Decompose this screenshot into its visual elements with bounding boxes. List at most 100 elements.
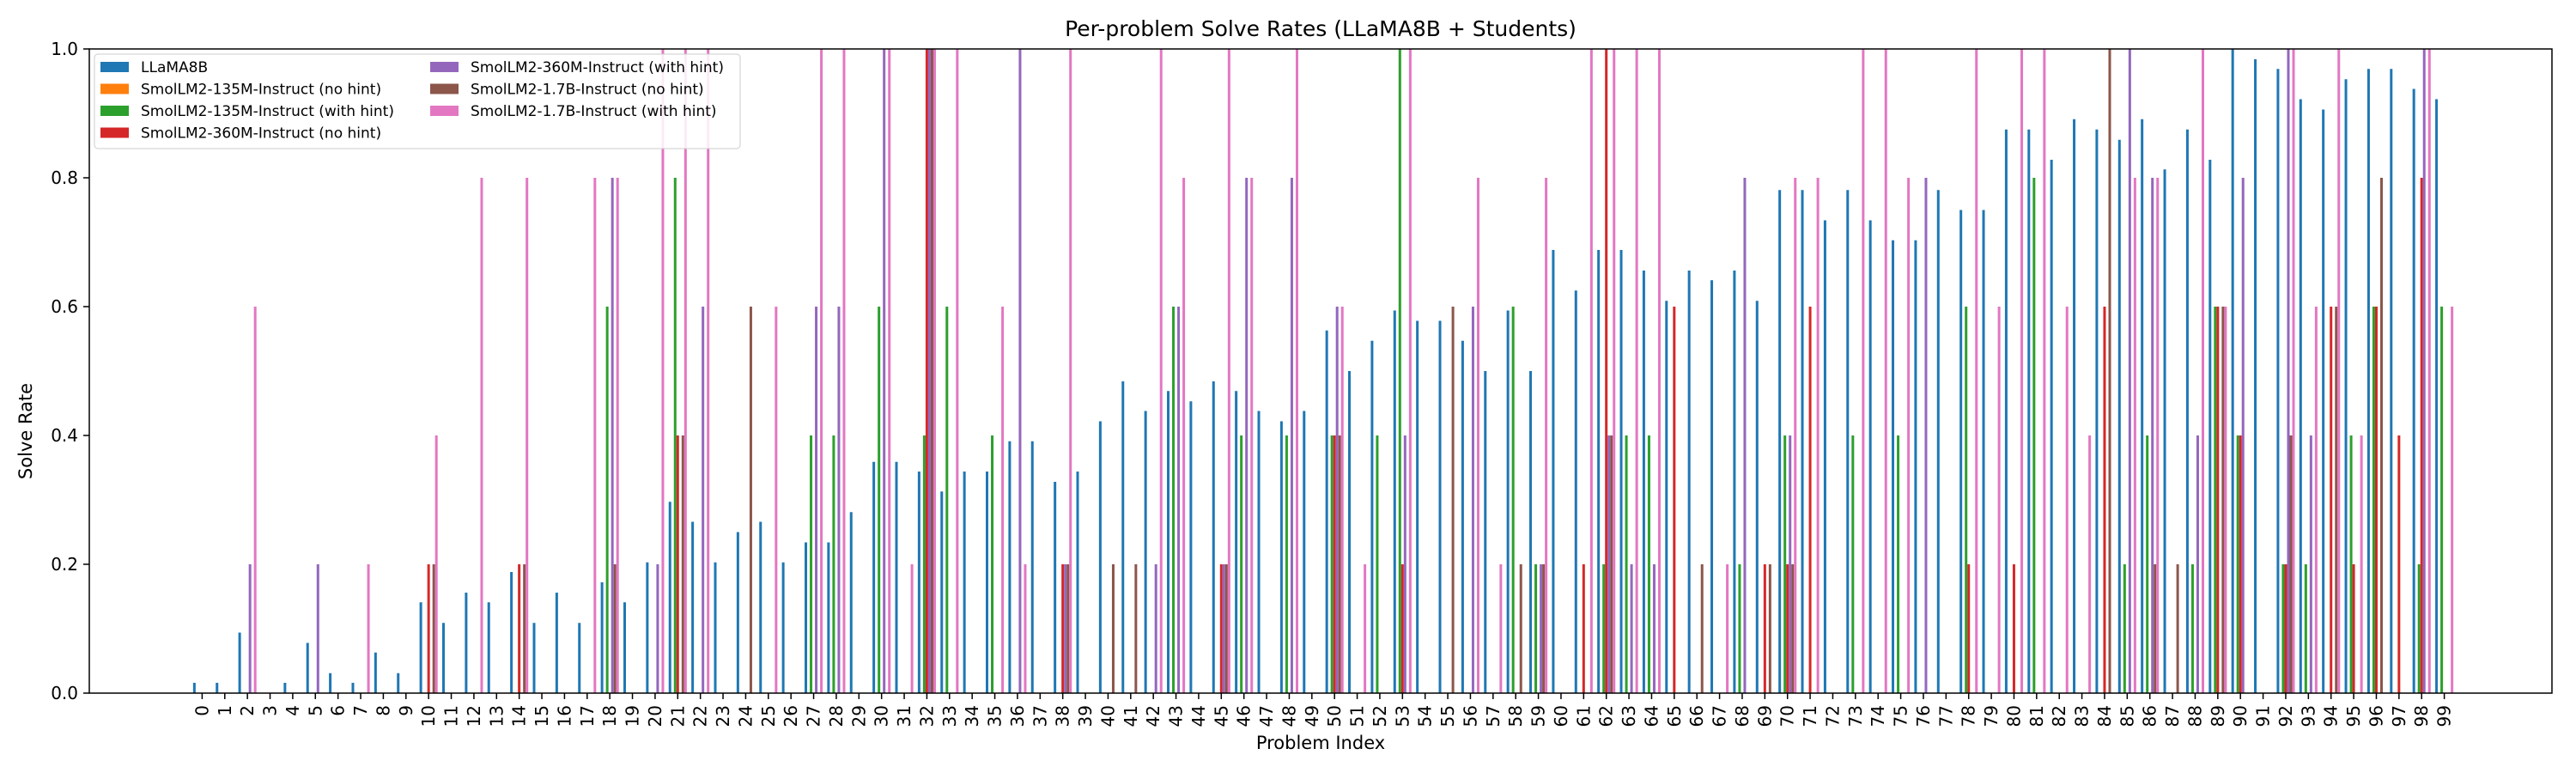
x-tick-label: 94 <box>2321 705 2342 727</box>
plot-frame <box>88 48 2553 694</box>
bar <box>2216 307 2220 693</box>
x-tick-label: 55 <box>1437 705 1458 727</box>
x-tick-label: 24 <box>735 705 756 727</box>
x-tick-label: 29 <box>848 705 869 727</box>
bar <box>238 632 241 693</box>
bar <box>1182 178 1186 693</box>
bar <box>1892 240 1895 693</box>
bar <box>1582 564 1585 693</box>
bar <box>1144 411 1147 693</box>
x-tick-label: 95 <box>2343 705 2364 727</box>
bar <box>1167 391 1170 693</box>
bar <box>1534 564 1538 693</box>
x-tick-label: 80 <box>2003 705 2024 727</box>
legend-item: LLaMA8B <box>100 59 208 76</box>
x-tick-label: 36 <box>1007 705 1028 727</box>
bar <box>2088 435 2092 693</box>
x-tick-label: 28 <box>826 705 847 727</box>
x-tick-label: 97 <box>2389 705 2409 727</box>
bar <box>2004 129 2008 693</box>
bar <box>945 307 949 693</box>
bar <box>1290 178 1293 693</box>
y-axis-label: Solve Rate <box>15 383 36 479</box>
bar <box>2349 435 2353 693</box>
bar <box>1177 307 1181 693</box>
bar <box>487 602 490 693</box>
bar <box>656 564 659 693</box>
x-tick-label: 27 <box>804 705 824 727</box>
bar <box>2292 49 2295 693</box>
bar <box>2289 435 2293 693</box>
legend-swatch <box>430 62 459 72</box>
x-tick-label: 98 <box>2411 705 2432 727</box>
bar <box>1625 435 1628 693</box>
x-tick-label: 61 <box>1573 705 1594 727</box>
bar <box>2050 160 2053 693</box>
bar <box>555 593 558 693</box>
bar <box>616 178 619 693</box>
series-5 <box>432 49 2383 693</box>
bar <box>1607 435 1611 693</box>
bar <box>2214 307 2217 693</box>
bar <box>1098 421 1102 693</box>
bar <box>523 564 526 693</box>
bar <box>1348 371 1352 693</box>
series-4 <box>248 49 2426 693</box>
bar <box>2440 307 2444 693</box>
x-tick-label: 59 <box>1528 705 1549 727</box>
x-tick-label: 13 <box>486 705 507 727</box>
legend-label: LLaMA8B <box>141 59 208 76</box>
bar <box>1868 220 1872 693</box>
series-3 <box>427 49 2423 693</box>
bar <box>2299 99 2302 693</box>
bar <box>1816 178 1820 693</box>
bar <box>2176 564 2179 693</box>
bar <box>1338 435 1341 693</box>
bar <box>917 472 920 693</box>
legend-swatch <box>100 106 129 116</box>
x-tick-label: 2 <box>237 705 258 716</box>
x-tick-label: 1 <box>215 705 235 716</box>
bar <box>1635 49 1638 693</box>
bar <box>1801 190 1804 693</box>
bar <box>815 307 818 693</box>
bar <box>1376 435 1379 693</box>
bar <box>2073 119 2076 693</box>
x-tick-label: 46 <box>1234 705 1255 727</box>
bar <box>593 178 597 693</box>
bar <box>1189 401 1193 693</box>
bar <box>759 521 762 693</box>
x-tick-label: 11 <box>441 705 462 727</box>
bar <box>1967 564 1971 693</box>
bar <box>2309 435 2312 693</box>
bar <box>1285 435 1288 693</box>
bar <box>842 49 846 693</box>
bar <box>2335 307 2338 693</box>
bar <box>1066 564 1070 693</box>
bar <box>940 491 944 693</box>
series-2 <box>605 49 2444 693</box>
bar <box>1884 49 1887 693</box>
bar <box>2366 69 2370 693</box>
bar <box>1542 564 1546 693</box>
legend-label: SmolLM2-360M-Instruct (with hint) <box>471 59 724 76</box>
bar <box>2156 178 2160 693</box>
bar <box>2254 59 2257 693</box>
bar <box>2154 564 2157 693</box>
x-tick-label: 32 <box>916 705 937 727</box>
bar <box>600 582 604 693</box>
bar <box>2281 564 2285 693</box>
bar <box>749 307 752 693</box>
x-tick-label: 16 <box>554 705 574 727</box>
bar <box>1959 210 1963 693</box>
bar <box>427 564 430 693</box>
bar <box>1789 435 1792 693</box>
x-tick-label: 77 <box>1935 705 1956 727</box>
bar <box>1333 435 1336 693</box>
x-tick-label: 74 <box>1868 705 1888 727</box>
bar <box>1733 271 1736 693</box>
bar <box>849 512 853 693</box>
legend-label: SmolLM2-135M-Instruct (with hint) <box>141 103 394 120</box>
y-tick-label: 0.6 <box>51 296 78 317</box>
bar <box>1295 49 1298 693</box>
